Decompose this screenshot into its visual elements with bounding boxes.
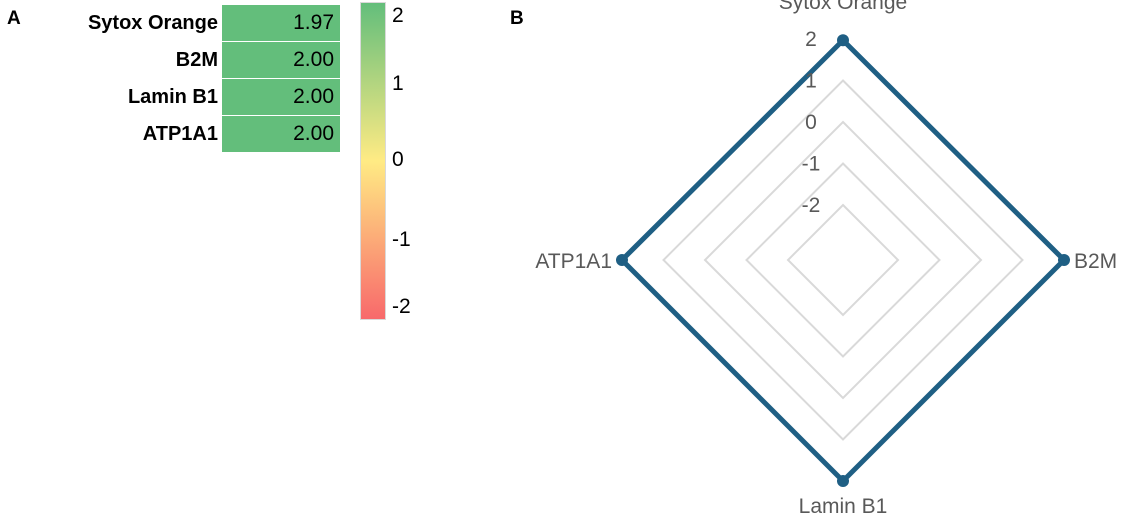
panel-a-label: A	[7, 8, 21, 29]
scale-tick-label: 0	[392, 148, 404, 171]
table-row: B2M 2.00	[0, 42, 345, 78]
scale-tick-label: -1	[392, 228, 411, 251]
cell-value: 1.97	[293, 11, 334, 34]
heat-cell: 2.00	[222, 116, 340, 152]
radial-tick-label: 2	[805, 28, 817, 51]
radial-tick-label: -1	[802, 153, 821, 176]
radial-tick-label: 1	[805, 70, 817, 93]
data-point	[1058, 254, 1070, 266]
panel-b-label: B	[510, 8, 524, 29]
cell-value: 2.00	[293, 48, 334, 71]
grid-ring	[745, 162, 941, 358]
axis-category-label: ATP1A1	[535, 250, 612, 273]
table-row: Sytox Orange 1.97	[0, 5, 345, 41]
radar-chart: 2 1 0 -1 -2 Sytox Orange B2M Lamin B1 ATP1A1	[535, 0, 1117, 518]
table-row: Lamin B1 2.00	[0, 79, 345, 115]
data-point	[616, 254, 628, 266]
scale-tick-label: 2	[392, 4, 404, 27]
row-label: ATP1A1	[142, 123, 218, 145]
cell-value: 2.00	[293, 85, 334, 108]
heat-cell: 2.00	[222, 79, 340, 115]
axis-category-label: Sytox Orange	[779, 0, 907, 14]
cell-value: 2.00	[293, 122, 334, 145]
radial-tick-label: 0	[805, 111, 817, 134]
series-line	[618, 36, 1068, 485]
radial-tick-label: -2	[802, 194, 821, 217]
axis-category-label: B2M	[1074, 250, 1117, 273]
data-point	[837, 34, 849, 47]
scale-tick-label: -2	[392, 295, 411, 318]
scale-tick-label: 1	[392, 72, 404, 95]
row-label: B2M	[175, 49, 218, 71]
data-point	[837, 475, 849, 487]
grid-ring	[786, 203, 900, 317]
row-label: Sytox Orange	[87, 12, 218, 34]
table-row: ATP1A1 2.00	[0, 116, 345, 152]
heat-cell: 1.97	[222, 5, 340, 41]
color-scale-bar	[360, 2, 386, 320]
grid-ring	[662, 79, 1024, 441]
row-label: Lamin B1	[127, 86, 218, 108]
heat-cell: 2.00	[222, 42, 340, 78]
grid-ring	[703, 120, 983, 400]
axis-category-label: Lamin B1	[799, 495, 888, 518]
